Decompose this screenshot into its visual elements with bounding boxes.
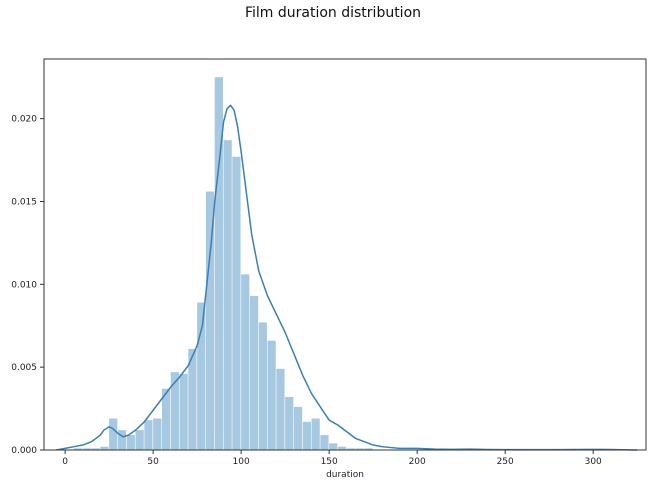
histogram-bar (285, 396, 294, 450)
y-axis-ticks: 0.000 0.005 0.010 0.015 0.020 (11, 115, 44, 456)
histogram-bar (355, 448, 364, 450)
histogram-bar (276, 368, 285, 450)
histogram-bar (179, 373, 188, 450)
x-tick-label: 50 (147, 457, 159, 467)
histogram-bar (320, 435, 329, 450)
histogram-bar (188, 348, 197, 450)
histogram-bar (126, 435, 135, 450)
y-tick-label: 0.020 (11, 115, 37, 125)
x-axis-label: duration (326, 470, 364, 480)
histogram-bar (223, 140, 232, 451)
histogram-bar (82, 448, 91, 450)
histogram-bar (302, 421, 311, 450)
histogram-bar (329, 443, 338, 450)
y-tick-label: 0.010 (11, 280, 37, 290)
histogram-bar (100, 446, 109, 450)
histogram-bar (258, 322, 267, 450)
histogram-bar (197, 302, 206, 450)
histogram-bar (117, 430, 127, 450)
histogram-bars (73, 77, 373, 451)
histogram-bar (205, 191, 215, 451)
histogram-bar (311, 418, 320, 450)
histogram-bar (144, 420, 153, 450)
y-tick-label: 0.000 (11, 446, 37, 456)
x-tick-label: 0 (62, 457, 68, 467)
histogram-bar (170, 372, 179, 450)
y-tick-label: 0.015 (11, 197, 37, 207)
histogram-bar (364, 448, 373, 450)
x-tick-label: 300 (585, 457, 602, 467)
histogram-bar (346, 448, 355, 450)
histogram-bar (293, 406, 303, 450)
y-tick-label: 0.005 (11, 363, 37, 373)
histogram-bar (73, 448, 83, 450)
histogram-bar (267, 340, 276, 450)
kde-line (56, 104, 638, 451)
histogram-bar (135, 430, 144, 450)
x-tick-label: 150 (321, 457, 338, 467)
histogram-bar (109, 418, 118, 450)
histogram-bar (91, 448, 100, 450)
histogram-bar (153, 418, 162, 450)
x-tick-label: 200 (409, 457, 426, 467)
histogram-bar (214, 77, 223, 450)
histogram-bar (241, 274, 250, 450)
x-axis-ticks: 0 50 100 150 200 250 300 (62, 450, 602, 467)
x-tick-label: 250 (497, 457, 514, 467)
histogram-bar (161, 388, 171, 450)
histogram-bar (337, 446, 347, 450)
plot-area (43, 58, 647, 451)
x-tick-label: 100 (233, 457, 250, 467)
chart-title: Film duration distribution (244, 5, 422, 21)
histogram-bar (232, 156, 241, 450)
histogram-bar (249, 295, 259, 450)
